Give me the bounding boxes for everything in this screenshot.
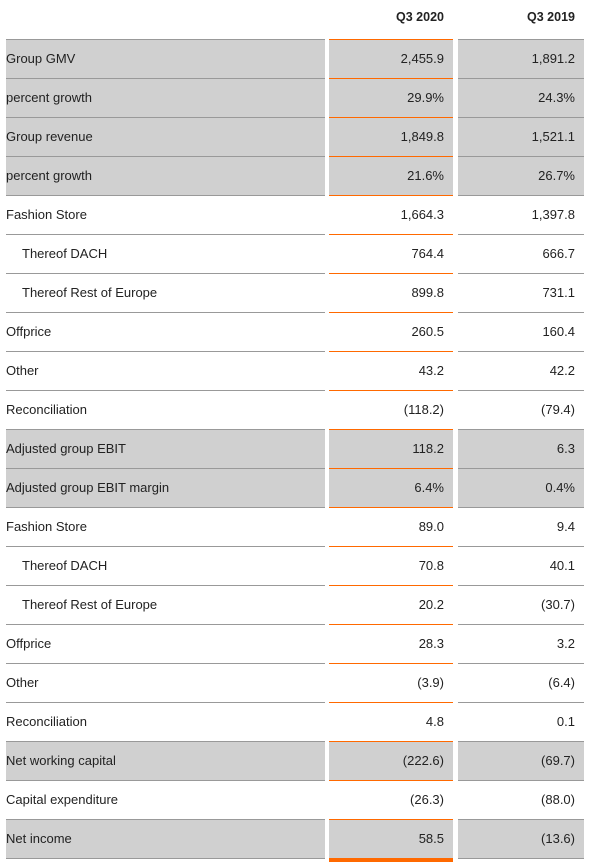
- value-q3-2019: (69.7): [458, 741, 584, 780]
- table-row: Offprice 28.3 3.2: [0, 624, 589, 663]
- table-header: Q3 2020 Q3 2019: [0, 0, 589, 39]
- value-q3-2019: (88.0): [458, 780, 584, 819]
- row-label: Thereof DACH: [6, 234, 325, 273]
- value-q3-2020: 899.8: [329, 273, 453, 312]
- row-label: Offprice: [6, 624, 325, 663]
- table-row: Thereof Rest of Europe 20.2 (30.7): [0, 585, 589, 624]
- value-q3-2020: 1,849.8: [329, 117, 453, 156]
- table-row: Capital expenditure (26.3) (88.0): [0, 780, 589, 819]
- table-body: Group GMV 2,455.9 1,891.2 percent growth 29.…: [0, 39, 589, 858]
- value-q3-2020: 20.2: [329, 585, 453, 624]
- value-q3-2020: (118.2): [329, 390, 453, 429]
- row-label: Group revenue: [6, 117, 325, 156]
- table-row: Other 43.2 42.2: [0, 351, 589, 390]
- value-q3-2020: (3.9): [329, 663, 453, 702]
- value-q3-2020: (26.3): [329, 780, 453, 819]
- value-q3-2019: 26.7%: [458, 156, 584, 195]
- value-q3-2020: 29.9%: [329, 78, 453, 117]
- value-q3-2019: (30.7): [458, 585, 584, 624]
- footer-accent-bar: [329, 858, 453, 862]
- value-q3-2019: 1,521.1: [458, 117, 584, 156]
- table-row: Group GMV 2,455.9 1,891.2: [0, 39, 589, 78]
- value-q3-2019: 9.4: [458, 507, 584, 546]
- table-row: Net income 58.5 (13.6): [0, 819, 589, 858]
- value-q3-2019: 42.2: [458, 351, 584, 390]
- row-label: Thereof Rest of Europe: [6, 585, 325, 624]
- value-q3-2019: 1,397.8: [458, 195, 584, 234]
- value-q3-2020: 260.5: [329, 312, 453, 351]
- row-label: percent growth: [6, 156, 325, 195]
- value-q3-2020: 2,455.9: [329, 39, 453, 78]
- value-q3-2019: 24.3%: [458, 78, 584, 117]
- value-q3-2019: 6.3: [458, 429, 584, 468]
- footer-rule-left: [6, 858, 325, 859]
- value-q3-2019: (13.6): [458, 819, 584, 858]
- row-label: Fashion Store: [6, 507, 325, 546]
- value-q3-2020: 89.0: [329, 507, 453, 546]
- value-q3-2019: 666.7: [458, 234, 584, 273]
- row-label: percent growth: [6, 78, 325, 117]
- row-label: Capital expenditure: [6, 780, 325, 819]
- table-row: Other (3.9) (6.4): [0, 663, 589, 702]
- table-row: Net working capital (222.6) (69.7): [0, 741, 589, 780]
- row-label: Fashion Store: [6, 195, 325, 234]
- row-label: Net income: [6, 819, 325, 858]
- value-q3-2020: 43.2: [329, 351, 453, 390]
- value-q3-2020: 28.3: [329, 624, 453, 663]
- row-label: Reconciliation: [6, 702, 325, 741]
- row-label: Adjusted group EBIT margin: [6, 468, 325, 507]
- value-q3-2019: 40.1: [458, 546, 584, 585]
- table-row: Fashion Store 1,664.3 1,397.8: [0, 195, 589, 234]
- table-row: Adjusted group EBIT 118.2 6.3: [0, 429, 589, 468]
- row-label: Thereof Rest of Europe: [6, 273, 325, 312]
- table-row: percent growth 21.6% 26.7%: [0, 156, 589, 195]
- value-q3-2019: 0.1: [458, 702, 584, 741]
- value-q3-2020: 764.4: [329, 234, 453, 273]
- table-footer-rule: [0, 858, 589, 862]
- row-label: Net working capital: [6, 741, 325, 780]
- value-q3-2019: 0.4%: [458, 468, 584, 507]
- row-label: Adjusted group EBIT: [6, 429, 325, 468]
- value-q3-2020: 118.2: [329, 429, 453, 468]
- value-q3-2019: 3.2: [458, 624, 584, 663]
- row-label: Other: [6, 351, 325, 390]
- value-q3-2020: 6.4%: [329, 468, 453, 507]
- footer-rule-right: [458, 858, 584, 859]
- row-label: Reconciliation: [6, 390, 325, 429]
- table-row: Reconciliation 4.8 0.1: [0, 702, 589, 741]
- table-row: percent growth 29.9% 24.3%: [0, 78, 589, 117]
- value-q3-2019: 1,891.2: [458, 39, 584, 78]
- row-label: Other: [6, 663, 325, 702]
- value-q3-2020: (222.6): [329, 741, 453, 780]
- table-row: Thereof DACH 70.8 40.1: [0, 546, 589, 585]
- value-q3-2019: (6.4): [458, 663, 584, 702]
- row-label: Group GMV: [6, 39, 325, 78]
- row-label: Offprice: [6, 312, 325, 351]
- table-row: Thereof DACH 764.4 666.7: [0, 234, 589, 273]
- value-q3-2020: 4.8: [329, 702, 453, 741]
- table-row: Adjusted group EBIT margin 6.4% 0.4%: [0, 468, 589, 507]
- table-row: Fashion Store 89.0 9.4: [0, 507, 589, 546]
- value-q3-2020: 70.8: [329, 546, 453, 585]
- row-label: Thereof DACH: [6, 546, 325, 585]
- value-q3-2020: 1,664.3: [329, 195, 453, 234]
- column-header-q3-2020: Q3 2020: [396, 10, 444, 24]
- column-header-q3-2019: Q3 2019: [527, 10, 575, 24]
- value-q3-2019: 160.4: [458, 312, 584, 351]
- value-q3-2019: (79.4): [458, 390, 584, 429]
- table-row: Offprice 260.5 160.4: [0, 312, 589, 351]
- value-q3-2020: 58.5: [329, 819, 453, 858]
- value-q3-2019: 731.1: [458, 273, 584, 312]
- value-q3-2020: 21.6%: [329, 156, 453, 195]
- table-row: Thereof Rest of Europe 899.8 731.1: [0, 273, 589, 312]
- table-row: Group revenue 1,849.8 1,521.1: [0, 117, 589, 156]
- table-row: Reconciliation (118.2) (79.4): [0, 390, 589, 429]
